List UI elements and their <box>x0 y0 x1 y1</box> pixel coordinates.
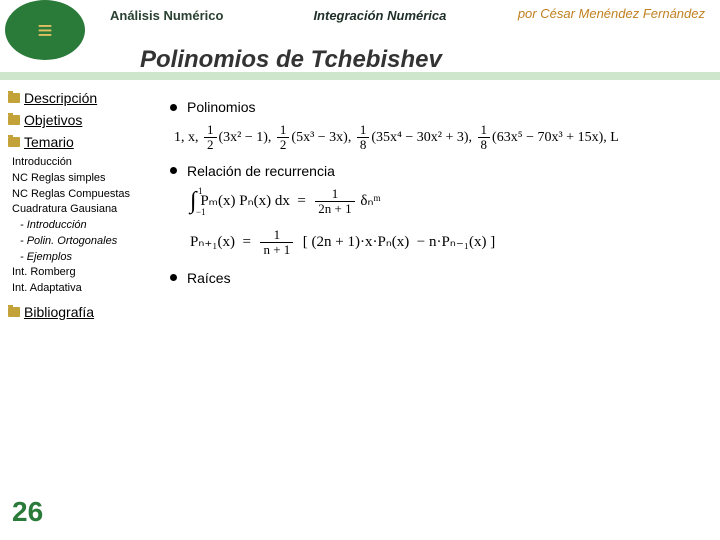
folder-icon <box>8 137 20 147</box>
integral-formula: ∫1−1 Pₘ(x) Pₙ(x) dx = 12n + 1 δₙᵐ <box>190 187 710 217</box>
folder-icon <box>8 93 20 103</box>
nav-objetivos[interactable]: Objetivos <box>8 112 160 128</box>
lhs: Pₙ₊₁(x) <box>190 234 235 250</box>
term: 1 <box>174 130 181 145</box>
temario-item[interactable]: NC Reglas Compuestas <box>12 188 160 202</box>
temario-item[interactable]: NC Reglas simples <box>12 172 160 186</box>
temario-item[interactable]: - Polin. Ortogonales <box>20 235 160 249</box>
breadcrumb-topic: Integración Numérica <box>313 8 446 23</box>
frac: 1n + 1 <box>260 228 293 258</box>
nav-label: Temario <box>24 134 74 150</box>
pn: Pₙ(x) <box>239 193 271 209</box>
temario-item[interactable]: - Introducción <box>20 219 160 233</box>
bullet-label: Polinomios <box>187 99 255 115</box>
breadcrumb-course: Análisis Numérico <box>110 8 223 23</box>
term-a: (2n + 1)·x·Pₙ(x) <box>312 234 410 250</box>
nav-label: Descripción <box>24 90 97 106</box>
frac: 12n + 1 <box>315 187 354 217</box>
temario-item[interactable]: Int. Adaptativa <box>12 282 160 296</box>
header-bar: Análisis Numérico Integración Numérica p… <box>0 0 720 30</box>
bullet-label: Relación de recurrencia <box>187 163 335 179</box>
slide-page: Análisis Numérico Integración Numérica p… <box>0 0 720 540</box>
folder-icon <box>8 115 20 125</box>
folder-icon <box>8 307 20 317</box>
slide-number: 26 <box>12 496 43 528</box>
brand-logo <box>5 0 85 60</box>
sidebar: Descripción Objetivos Temario Introducci… <box>0 90 160 326</box>
temario-item[interactable]: Int. Romberg <box>12 266 160 280</box>
temario-item[interactable]: - Ejemplos <box>20 251 160 265</box>
temario-item[interactable]: Introducción <box>12 156 160 170</box>
main-content: Polinomios 1, x, 12(3x² − 1), 12(5x³ − 3… <box>170 95 710 294</box>
title-row: Polinomios de Tchebishev <box>0 30 720 90</box>
author-name: por César Menéndez Fernández <box>518 6 705 21</box>
bullet-label: Raíces <box>187 270 231 286</box>
delta: δₙᵐ <box>360 193 380 209</box>
divider-band <box>0 72 720 80</box>
temario-list: Introducción NC Reglas simples NC Reglas… <box>8 156 160 296</box>
nav-label: Objetivos <box>24 112 82 128</box>
term: x <box>188 130 195 145</box>
nav-descripcion[interactable]: Descripción <box>8 90 160 106</box>
polynomial-series: 1, x, 12(3x² − 1), 12(5x³ − 3x), 18(35x⁴… <box>174 123 710 153</box>
nav-label: Bibliografía <box>24 304 94 320</box>
nav-temario[interactable]: Temario <box>8 134 160 150</box>
integral-sign: ∫1−1 <box>190 188 197 215</box>
bullet-icon <box>170 274 177 281</box>
bullet-icon <box>170 167 177 174</box>
bullet-polinomios: Polinomios <box>170 99 710 115</box>
pm: Pₘ(x) <box>200 193 235 209</box>
temario-item[interactable]: Cuadratura Gausiana <box>12 203 160 217</box>
bullet-icon <box>170 104 177 111</box>
page-title: Polinomios de Tchebishev <box>140 46 442 74</box>
bullet-recurrencia: Relación de recurrencia <box>170 163 710 179</box>
bullet-raices: Raíces <box>170 270 710 286</box>
dx: dx <box>275 193 290 209</box>
recurrence-formula: Pₙ₊₁(x) = 1n + 1 [ (2n + 1)·x·Pₙ(x) − n·… <box>190 228 710 258</box>
nav-bibliografia[interactable]: Bibliografía <box>8 304 160 320</box>
term-b: n·Pₙ₋₁(x) <box>429 234 486 250</box>
